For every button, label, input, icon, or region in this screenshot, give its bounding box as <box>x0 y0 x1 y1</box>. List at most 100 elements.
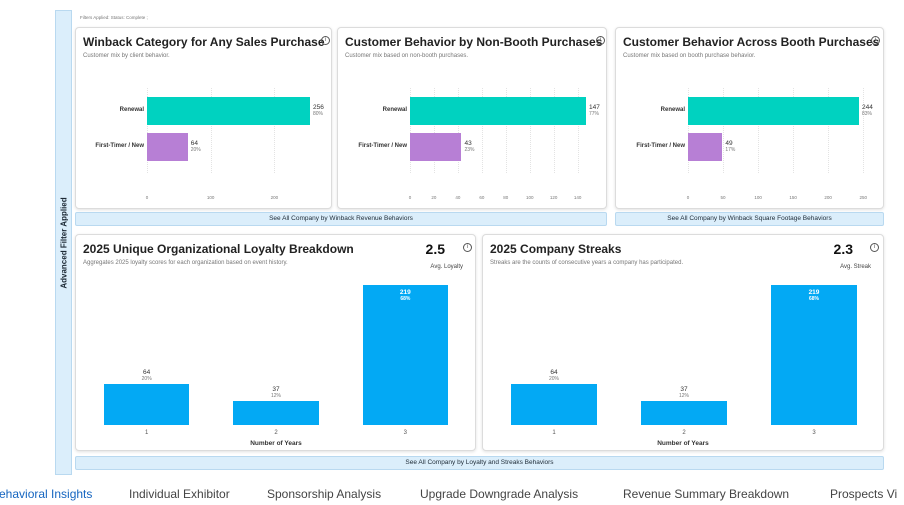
bar-value: 147 <box>589 104 600 111</box>
bar-value-label: 49 17% <box>725 140 735 154</box>
grid-line <box>457 88 459 173</box>
card-title: Customer Behavior by Non-Booth Purchases <box>345 35 603 49</box>
x-tick-label: 40 <box>455 195 461 200</box>
info-icon[interactable]: i <box>596 36 605 45</box>
renewal-bar[interactable] <box>688 97 859 125</box>
loyalty-card: 2025 Unique Organizational Loyalty Break… <box>75 234 476 451</box>
bar-value-label: 37 12% <box>664 386 704 400</box>
advanced-filter-tab[interactable]: Advanced Filter Applied <box>55 10 72 475</box>
x-tick-label: 3 <box>812 430 816 436</box>
winback-revenue-button[interactable]: See All Company by Winback Revenue Behav… <box>75 212 607 226</box>
x-tick-label: 120 <box>549 195 558 200</box>
bar-value: 64 <box>190 140 198 147</box>
x-tick-label: 1 <box>144 430 149 436</box>
bar-percent: 17% <box>725 147 736 153</box>
category-label: Renewal <box>382 107 407 113</box>
page-tabs: Behavioral Insights Individual Exhibitor… <box>0 485 904 505</box>
avg-loyalty-value: 2.5 <box>425 241 445 257</box>
advanced-filter-label: Advanced Filter Applied <box>59 196 68 289</box>
bar-value-label: 244 83% <box>862 104 873 118</box>
x-tick-label: 2 <box>274 430 278 436</box>
info-icon[interactable]: i <box>871 36 880 45</box>
bar-percent: 77% <box>589 111 600 117</box>
x-tick-label: 0 <box>408 195 412 200</box>
loyalty-streaks-button[interactable]: See All Company by Loyalty and Streaks B… <box>75 456 884 470</box>
grid-line <box>529 88 531 173</box>
bar-3-years[interactable] <box>362 285 448 425</box>
x-tick-label: 100 <box>206 195 215 200</box>
grid-line <box>828 88 830 173</box>
bar-value: 64 <box>550 369 558 377</box>
bar-value: 244 <box>862 104 873 111</box>
tab-upgrade-downgrade-analysis[interactable]: Upgrade Downgrade Analysis <box>420 487 579 501</box>
tab-behavioral-insights[interactable]: Behavioral Insights <box>0 487 93 501</box>
x-tick-label: 0 <box>686 195 690 200</box>
booth-card: Customer Behavior Across Booth Purchases… <box>615 27 884 209</box>
x-tick-label: 200 <box>824 195 832 200</box>
x-tick-label: 100 <box>525 195 534 200</box>
bar-1-years[interactable] <box>103 384 190 425</box>
bar-value-label: 64 20% <box>127 369 167 383</box>
bar-2-years[interactable] <box>641 401 727 425</box>
category-label: Renewal <box>119 107 144 113</box>
bar-2-years[interactable] <box>233 401 319 425</box>
grid-line <box>863 88 865 173</box>
winback-square-footage-button[interactable]: See All Company by Winback Square Footag… <box>615 212 884 226</box>
x-tick-label: 80 <box>503 195 509 200</box>
streaks-card: 2025 Company Streaks i Streaks are the c… <box>482 234 884 451</box>
card-title: 2025 Unique Organizational Loyalty Break… <box>83 242 354 256</box>
bar-percent: 20% <box>548 376 559 383</box>
first-timer-bar[interactable] <box>410 133 462 161</box>
bar-value: 64 <box>143 369 151 377</box>
grid-line <box>553 88 555 173</box>
category-label: First-Timer / New <box>358 143 407 149</box>
loyalty-chart: 64 20% 1 37 12% 2 219 68% 3 <box>82 285 470 436</box>
tab-sponsorship-analysis[interactable]: Sponsorship Analysis <box>267 487 382 501</box>
bar-percent: 20% <box>190 147 201 153</box>
card-subtitle: Streaks are the counts of consecutive ye… <box>490 260 684 266</box>
info-icon[interactable]: i <box>463 243 472 252</box>
info-icon[interactable]: i <box>321 36 330 45</box>
bar-value-label: 147 77% <box>589 104 600 118</box>
tab-individual-exhibitor[interactable]: Individual Exhibitor <box>129 487 230 501</box>
avg-streak-label: Avg. Streak <box>840 264 871 270</box>
bar-value: 219 <box>808 289 820 296</box>
tab-revenue-summary-breakdown[interactable]: Revenue Summary Breakdown <box>623 487 790 501</box>
bar-value: 256 <box>313 104 324 111</box>
bar-percent: 12% <box>270 393 281 400</box>
x-tick-label: 140 <box>573 195 582 200</box>
bar-percent: 83% <box>862 111 873 117</box>
bar-1-years[interactable] <box>511 384 597 425</box>
category-label: First-Timer / New <box>636 143 685 149</box>
bar-value-label: 43 23% <box>464 140 474 154</box>
tab-prospects-view[interactable]: Prospects Vi <box>830 487 898 501</box>
grid-line <box>758 88 760 173</box>
first-timer-bar[interactable] <box>147 133 188 161</box>
bar-percent: 80% <box>313 111 324 117</box>
bar-value-label: 256 80% <box>313 104 324 118</box>
bar-value: 49 <box>725 140 733 147</box>
winback-card: Winback Category for Any Sales Purchase … <box>75 27 332 209</box>
x-tick-label: 250 <box>859 195 867 200</box>
grid-line <box>505 88 507 173</box>
info-icon[interactable]: i <box>870 243 879 252</box>
bar-percent: 68% <box>808 296 819 302</box>
x-tick-label: 20 <box>431 195 437 200</box>
bar-value-label: 219 68% <box>385 289 425 303</box>
nonbooth-chart: 0 20 40 60 80 100 120 140 Renewal 147 77% First-Tim… <box>358 88 600 200</box>
card-title: Customer Behavior Across Booth Purchases <box>623 35 880 49</box>
first-timer-bar[interactable] <box>688 133 723 161</box>
grid-line <box>210 88 212 173</box>
bar-value-label: 219 68% <box>794 289 834 303</box>
bar-percent: 23% <box>464 147 475 153</box>
grid-line <box>481 88 483 173</box>
x-tick-label: 100 <box>754 195 762 200</box>
x-tick-label: 60 <box>479 195 485 200</box>
bar-value-label: 64 20% <box>191 140 201 154</box>
x-tick-label: 1 <box>552 430 556 436</box>
bar-value-label: 37 12% <box>256 386 296 400</box>
renewal-bar[interactable] <box>410 97 586 125</box>
bar-3-years[interactable] <box>771 285 857 425</box>
streaks-chart: 64 20% 1 37 12% 2 219 68% 3 <box>489 285 879 436</box>
renewal-bar[interactable] <box>147 97 310 125</box>
